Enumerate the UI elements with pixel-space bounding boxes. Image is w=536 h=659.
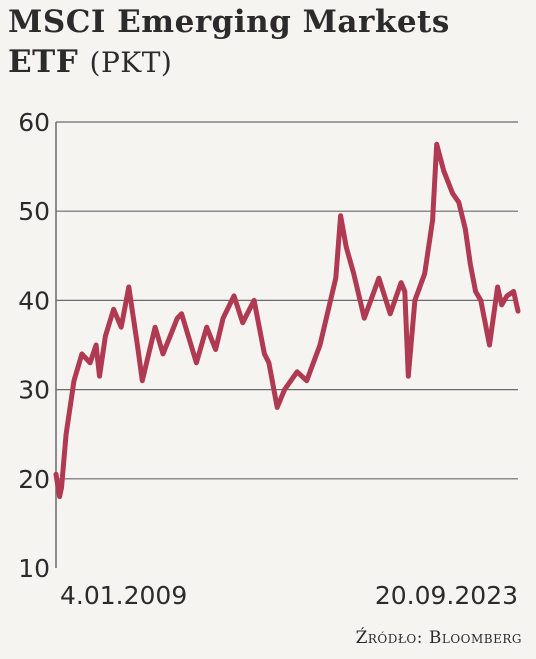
chart-title: MSCI Emerging Markets ETF (PKT)	[8, 2, 450, 83]
y-tick-label: 40	[18, 286, 50, 315]
y-tick-label: 60	[18, 108, 50, 137]
x-tick-label: 4.01.2009	[60, 581, 187, 610]
x-axis-labels: 4.01.2009 20.09.2023	[60, 581, 518, 610]
series-line	[53, 141, 521, 500]
title-line-1: MSCI Emerging Markets	[8, 4, 450, 40]
y-tick-label: 50	[18, 197, 50, 226]
y-tick-label: 20	[18, 465, 50, 494]
x-tick-label: 20.09.2023	[375, 581, 518, 610]
title-etf: ETF	[8, 44, 79, 80]
y-axis-ticks: 10 20 30 40 50 60	[18, 108, 50, 583]
title-line-2: ETF (PKT)	[8, 42, 450, 83]
unit-label: (PKT)	[89, 46, 173, 79]
y-tick-label: 30	[18, 376, 50, 405]
y-tick-label: 10	[18, 554, 50, 583]
source-note: Źródło: Bloomberg	[355, 628, 522, 648]
